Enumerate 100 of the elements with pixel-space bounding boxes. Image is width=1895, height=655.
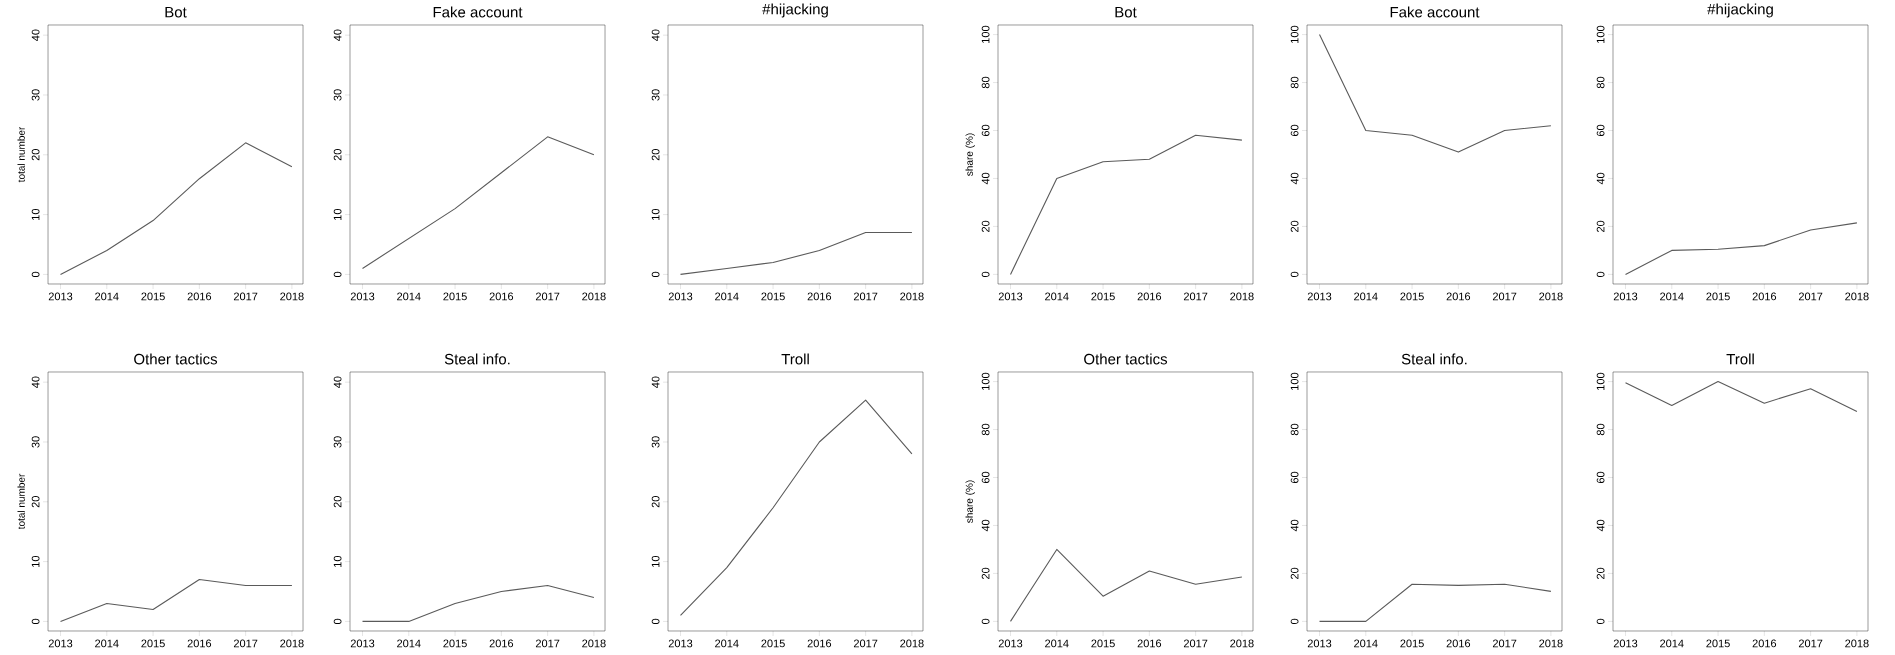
y-tick-label: 20 [1596,567,1605,579]
y-tick-label: 100 [981,25,990,43]
x-tick-label: 2015 [1091,639,1115,648]
x-tick-label: 2016 [1137,292,1162,301]
chart-title: Bot [1115,6,1137,18]
x-tick-label: 2016 [187,639,212,648]
x-tick-label: 2017 [1183,639,1208,648]
y-tick-label: 20 [651,149,660,161]
y-tick-label: 40 [981,519,990,532]
x-tick-label: 2018 [1230,639,1254,648]
y-tick-label: 10 [333,208,342,220]
x-tick-label: 2015 [1091,292,1115,301]
x-tick-label: 2016 [489,639,514,648]
x-tick-label: 2014 [1660,639,1684,648]
y-tick-label: 30 [651,436,660,448]
x-tick-label: 2015 [443,292,467,301]
x-tick-label: 2013 [998,639,1023,648]
x-tick-label: 2017 [233,292,258,301]
y-tick-label: 40 [1596,172,1605,185]
x-tick-label: 2018 [582,292,606,301]
y-tick-label: 40 [651,376,660,389]
y-tick-label: 20 [31,496,40,508]
x-tick-label: 2016 [1752,639,1777,648]
x-tick-label: 2014 [1045,639,1069,648]
y-axis-title: share (%) [965,133,975,176]
x-tick-label: 2015 [1706,292,1730,301]
y-tick-label: 20 [981,220,990,232]
y-tick-label: 0 [333,618,342,625]
line-series [1624,381,1858,413]
x-tick-label: 2015 [761,639,785,648]
y-tick-label: 0 [1596,271,1605,278]
y-tick-label: 0 [1596,618,1605,625]
y-tick-label: 0 [981,271,990,278]
chart-title: Steal info. [444,353,510,365]
y-tick-label: 60 [1596,124,1605,137]
y-tick-label: 30 [651,89,660,101]
x-tick-label: 2016 [187,292,212,301]
x-tick-label: 2014 [1354,292,1378,301]
x-tick-label: 2018 [1230,292,1254,301]
x-tick-label: 2015 [141,292,165,301]
x-tick-label: 2014 [1045,292,1069,301]
y-tick-label: 100 [1290,372,1299,390]
x-tick-label: 2013 [48,292,73,301]
x-tick-label: 2016 [807,639,832,648]
line-series [59,142,293,275]
x-tick-label: 2017 [1183,292,1208,301]
x-tick-label: 2017 [535,639,560,648]
x-tick-label: 2016 [489,292,514,301]
y-tick-label: 40 [333,376,342,389]
x-tick-label: 2018 [1845,292,1869,301]
x-tick-label: 2015 [761,292,785,301]
y-tick-label: 0 [31,271,40,278]
x-tick-label: 2014 [95,639,119,648]
x-tick-label: 2013 [350,292,375,301]
y-tick-label: 60 [1290,471,1299,484]
y-tick-label: 80 [1596,76,1605,89]
x-tick-label: 2017 [853,292,878,301]
y-tick-label: 10 [651,555,660,567]
x-tick-label: 2018 [1845,639,1869,648]
chart-title: Bot [165,6,187,18]
y-tick-label: 100 [1290,25,1299,43]
x-tick-label: 2015 [141,639,165,648]
x-tick-label: 2018 [900,292,924,301]
x-tick-label: 2017 [1492,639,1517,648]
x-tick-label: 2016 [1752,292,1777,301]
x-tick-label: 2014 [715,292,739,301]
x-tick-label: 2015 [1400,639,1424,648]
x-tick-label: 2013 [1307,639,1332,648]
x-tick-label: 2017 [1492,292,1517,301]
line-series [679,399,913,616]
chart-title: #hijacking [762,3,828,18]
y-tick-label: 60 [1596,471,1605,484]
y-tick-label: 0 [651,271,660,278]
chart-title: Other tactics [1084,353,1168,365]
x-tick-label: 2016 [1446,292,1471,301]
x-tick-label: 2015 [1400,292,1424,301]
y-tick-label: 40 [1290,519,1299,532]
chart-title: Troll [1726,353,1754,365]
y-tick-label: 40 [31,376,40,389]
y-tick-label: 0 [981,618,990,625]
y-tick-label: 0 [1290,271,1299,278]
line-series [679,232,913,275]
y-tick-label: 20 [333,496,342,508]
y-axis-title: total number [17,126,25,183]
x-tick-label: 2018 [1539,639,1563,648]
x-tick-label: 2013 [1613,292,1638,301]
y-tick-label: 40 [981,172,990,185]
x-tick-label: 2013 [350,639,375,648]
x-tick-label: 2013 [1307,292,1332,301]
x-tick-label: 2013 [48,639,73,648]
x-tick-label: 2017 [535,292,560,301]
chart-title: Fake account [1390,6,1480,18]
x-tick-label: 2017 [233,639,258,648]
y-tick-label: 80 [1290,423,1299,436]
y-tick-label: 20 [651,496,660,508]
y-tick-label: 20 [333,149,342,161]
line-series [59,578,293,622]
y-axis-title: total number [17,473,25,530]
x-tick-label: 2015 [1706,639,1730,648]
y-axis-title: share (%) [965,480,975,523]
